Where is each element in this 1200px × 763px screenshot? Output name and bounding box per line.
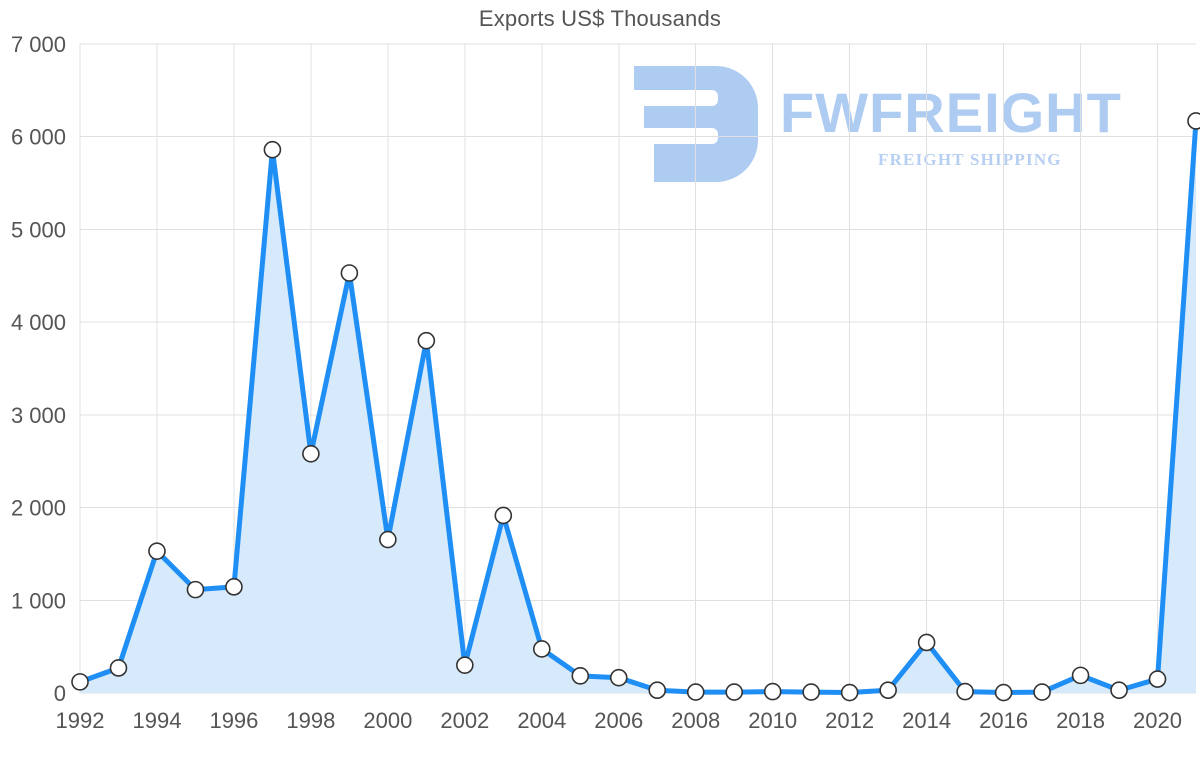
svg-text:7 000: 7 000	[11, 32, 66, 57]
svg-text:1 000: 1 000	[11, 588, 66, 613]
svg-text:2002: 2002	[440, 708, 489, 733]
svg-text:5 000: 5 000	[11, 217, 66, 242]
svg-text:2016: 2016	[979, 708, 1028, 733]
svg-text:2008: 2008	[671, 708, 720, 733]
chart-title: Exports US$ Thousands	[478, 6, 722, 31]
svg-text:2020: 2020	[1133, 708, 1182, 733]
svg-text:1994: 1994	[132, 708, 181, 733]
svg-text:4 000: 4 000	[11, 310, 66, 335]
svg-text:0: 0	[54, 681, 66, 706]
svg-text:2006: 2006	[594, 708, 643, 733]
svg-text:2014: 2014	[902, 708, 951, 733]
svg-text:1998: 1998	[286, 708, 335, 733]
svg-text:2000: 2000	[363, 708, 412, 733]
series-area-fill	[80, 120, 1196, 693]
data-point-markers[interactable]	[71, 112, 1200, 702]
svg-text:6 000: 6 000	[11, 125, 66, 150]
svg-text:2010: 2010	[748, 708, 797, 733]
svg-text:2012: 2012	[825, 708, 874, 733]
svg-text:2 000: 2 000	[11, 496, 66, 521]
svg-text:3 000: 3 000	[11, 403, 66, 428]
x-axis-tick-labels: 1992 1994 1996 1998 2000 2002 2004 2006 2008 2010…	[56, 708, 1182, 733]
y-axis-tick-labels: 0 1 000 2 000 3 000 4 000 5 000 6 000 7 000	[11, 32, 66, 706]
svg-text:2004: 2004	[517, 708, 566, 733]
svg-text:1992: 1992	[56, 708, 105, 733]
svg-text:1996: 1996	[209, 708, 258, 733]
svg-text:2018: 2018	[1056, 708, 1105, 733]
